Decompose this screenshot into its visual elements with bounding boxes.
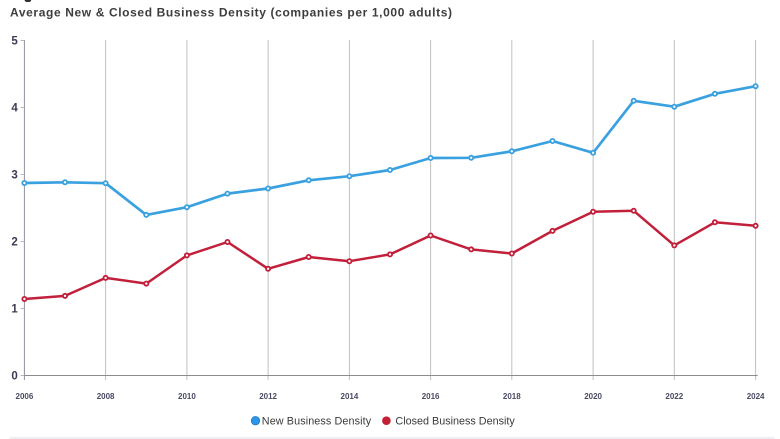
svg-text:2014: 2014: [341, 392, 359, 401]
svg-text:2012: 2012: [259, 392, 277, 401]
svg-text:5: 5: [11, 36, 18, 48]
svg-text:2024: 2024: [747, 392, 765, 401]
svg-text:Closed Business Density: Closed Business Density: [395, 415, 515, 427]
svg-text:0: 0: [11, 371, 17, 383]
svg-text:2016: 2016: [422, 392, 440, 401]
svg-text:New Business Density: New Business Density: [262, 415, 372, 427]
svg-text:2022: 2022: [665, 392, 683, 401]
svg-text:Average New & Closed Business: Average New & Closed Business Density (c…: [10, 6, 453, 20]
svg-text:2020: 2020: [584, 392, 602, 401]
svg-text:2: 2: [11, 237, 17, 249]
svg-text:2010: 2010: [178, 392, 196, 401]
svg-text:3: 3: [11, 170, 17, 182]
svg-text:2008: 2008: [97, 392, 115, 401]
svg-text:2006: 2006: [16, 392, 34, 401]
svg-text:2018: 2018: [503, 392, 521, 401]
svg-text:1: 1: [11, 304, 18, 316]
svg-text:4: 4: [11, 103, 18, 115]
